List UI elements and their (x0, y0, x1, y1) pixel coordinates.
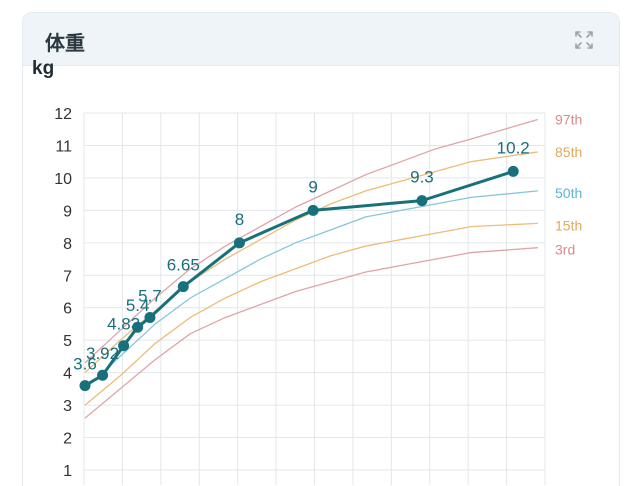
data-point (79, 380, 91, 392)
y-tick-label: 1 (63, 463, 72, 480)
y-tick-label: 2 (63, 431, 72, 448)
data-point (307, 204, 319, 216)
data-point (233, 237, 245, 249)
y-tick-label: 6 (63, 301, 72, 318)
data-label: 3.6 (73, 355, 97, 374)
expand-arrows-icon[interactable] (572, 28, 596, 52)
data-label: 6.65 (167, 256, 200, 275)
data-point (132, 321, 144, 333)
y-axis-unit-label: kg (32, 58, 55, 79)
y-tick-label: 10 (54, 171, 72, 188)
y-tick-label: 4 (63, 366, 72, 383)
data-label: 4.83 (107, 315, 140, 334)
data-label: 10.2 (497, 138, 530, 157)
percentile-label-85th: 85th (555, 144, 582, 160)
data-point (118, 340, 130, 352)
data-point (177, 281, 189, 293)
data-label: 5.4 (126, 296, 150, 315)
child-weight-line (84, 169, 514, 387)
y-tick-label: 5 (63, 333, 72, 350)
y-tick-label: 9 (63, 203, 72, 220)
expand-arrows-glyph (575, 31, 593, 49)
percentile-label-97th: 97th (555, 111, 582, 127)
percentile-line-3rd (84, 247, 538, 419)
data-point (144, 311, 156, 323)
y-tick-label: 7 (63, 268, 72, 285)
data-label: 3.92 (86, 344, 119, 363)
card-header: 体重 (23, 13, 619, 66)
y-tick-label: 3 (63, 398, 72, 415)
data-label: 9 (308, 177, 317, 196)
grid (83, 112, 546, 485)
data-point (416, 195, 428, 207)
data-point (507, 165, 519, 177)
card-title: 体重 (45, 33, 85, 55)
percentile-label-50th: 50th (555, 185, 582, 201)
percentile-line-15th (84, 222, 538, 406)
data-label: 9.3 (410, 168, 434, 187)
percentile-line-50th (84, 190, 538, 390)
data-point (97, 369, 109, 381)
y-tick-label: 12 (54, 106, 72, 123)
percentile-line-97th (84, 118, 538, 364)
percentile-label-15th: 15th (555, 217, 582, 233)
y-tick-label: 8 (63, 236, 72, 253)
data-label: 5.7 (138, 286, 162, 305)
percentile-label-3rd: 3rd (555, 242, 575, 258)
data-label: 8 (235, 210, 244, 229)
y-tick-label: 11 (55, 138, 72, 155)
